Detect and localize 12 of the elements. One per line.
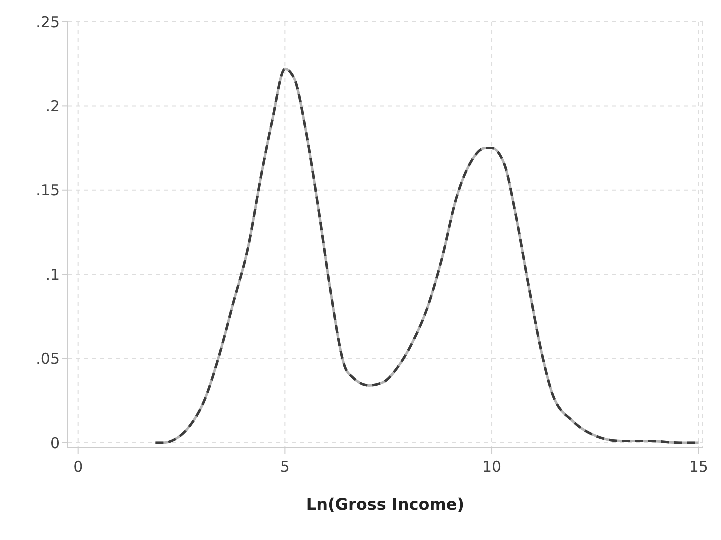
x-tick-label: 5 [280, 458, 290, 476]
y-tick-label: .05 [36, 350, 60, 368]
x-axis-title: Ln(Gross Income) [306, 495, 465, 514]
y-tick-label: .25 [36, 13, 60, 32]
y-tick-label: .2 [46, 98, 60, 116]
y-tick-label: 0 [50, 434, 60, 452]
y-tick-label: .15 [36, 182, 60, 200]
y-tick-label: .1 [46, 266, 60, 284]
x-tick-label: 15 [689, 458, 708, 476]
x-tick-label: 10 [482, 458, 502, 476]
line-series [154, 68, 700, 444]
x-tick-label: 0 [74, 458, 84, 476]
